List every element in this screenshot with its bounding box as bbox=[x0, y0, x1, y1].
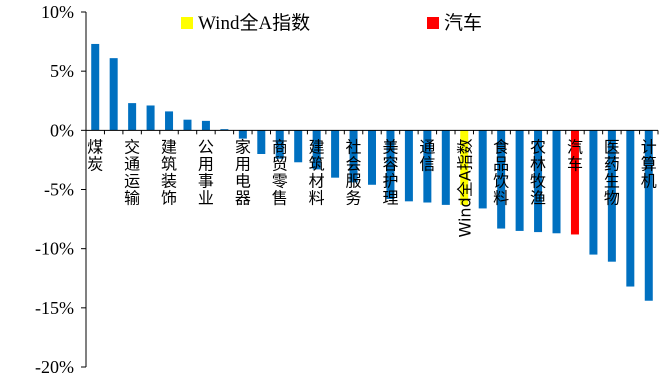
bar bbox=[460, 130, 469, 205]
x-tick-label: 农林牧渔 bbox=[530, 137, 546, 207]
x-tick-label: 煤炭 bbox=[87, 137, 103, 173]
bar bbox=[183, 119, 192, 131]
x-tick-label: 建筑装饰 bbox=[161, 137, 177, 207]
bar bbox=[201, 120, 210, 131]
bar bbox=[238, 130, 247, 139]
x-tick-label: 交通运输 bbox=[124, 137, 140, 207]
y-tick-label: 0% bbox=[50, 120, 74, 140]
bar bbox=[497, 130, 506, 229]
y-tick-label: -5% bbox=[44, 180, 74, 200]
bar bbox=[626, 130, 635, 287]
bar bbox=[128, 103, 137, 131]
bar bbox=[331, 130, 340, 178]
bar bbox=[570, 130, 579, 235]
y-tick-label: -15% bbox=[35, 298, 74, 318]
bar bbox=[146, 105, 155, 131]
bar bbox=[478, 130, 487, 209]
x-tick-label: 商贸零售 bbox=[272, 137, 288, 207]
bar bbox=[275, 130, 284, 159]
x-tick-label: 社会服务 bbox=[346, 137, 362, 207]
bar bbox=[220, 129, 229, 131]
bar bbox=[515, 130, 524, 231]
legend-swatch bbox=[181, 17, 193, 29]
x-tick-label: 医药生物 bbox=[604, 137, 620, 207]
x-tick-label: 建筑材料 bbox=[309, 137, 325, 207]
x-tick-label: 汽车 bbox=[567, 137, 583, 173]
bar bbox=[165, 111, 174, 131]
y-tick-label: -10% bbox=[35, 239, 74, 259]
legend-swatch bbox=[427, 17, 439, 29]
legend-label: 汽车 bbox=[444, 12, 482, 34]
x-tick-label: 通信 bbox=[419, 137, 435, 173]
y-tick-label: -20% bbox=[35, 357, 74, 377]
x-axis bbox=[85, 129, 659, 135]
bar bbox=[644, 130, 653, 301]
category-labels: 煤炭 交通运输 建筑装饰 公用事业 家用电器 商贸零售 建筑材料 社会服务 美容护理 通信 Wind… bbox=[87, 137, 657, 237]
bar bbox=[312, 130, 321, 170]
bar bbox=[534, 130, 543, 233]
bar bbox=[404, 130, 413, 202]
y-tick-label: 10% bbox=[41, 2, 74, 22]
x-tick-label: Wind全A指数 bbox=[455, 138, 474, 237]
x-tick-label: 美容护理 bbox=[382, 137, 398, 207]
bar bbox=[386, 130, 395, 199]
bar bbox=[91, 43, 100, 131]
x-tick-label: 计算机 bbox=[641, 137, 657, 190]
x-tick-label: 食品饮料 bbox=[493, 137, 509, 207]
legend-label: Wind全A指数 bbox=[198, 12, 310, 34]
y-axis: 10% 5% 0% -5% -10% -15% -20% bbox=[35, 2, 87, 377]
bar bbox=[349, 130, 358, 183]
bar bbox=[257, 130, 266, 154]
x-tick-label: 家用电器 bbox=[235, 137, 251, 207]
bar bbox=[552, 130, 561, 234]
bar bbox=[109, 58, 118, 131]
bar bbox=[441, 130, 450, 205]
y-tick-label: 5% bbox=[50, 61, 74, 81]
bar bbox=[294, 130, 303, 163]
bars bbox=[91, 43, 653, 301]
bar bbox=[423, 130, 432, 203]
bar bbox=[589, 130, 598, 255]
bar bbox=[368, 130, 376, 185]
x-tick-label: 公用事业 bbox=[198, 137, 214, 207]
bar bbox=[607, 130, 616, 262]
legend: Wind全A指数 汽车 bbox=[181, 12, 482, 34]
